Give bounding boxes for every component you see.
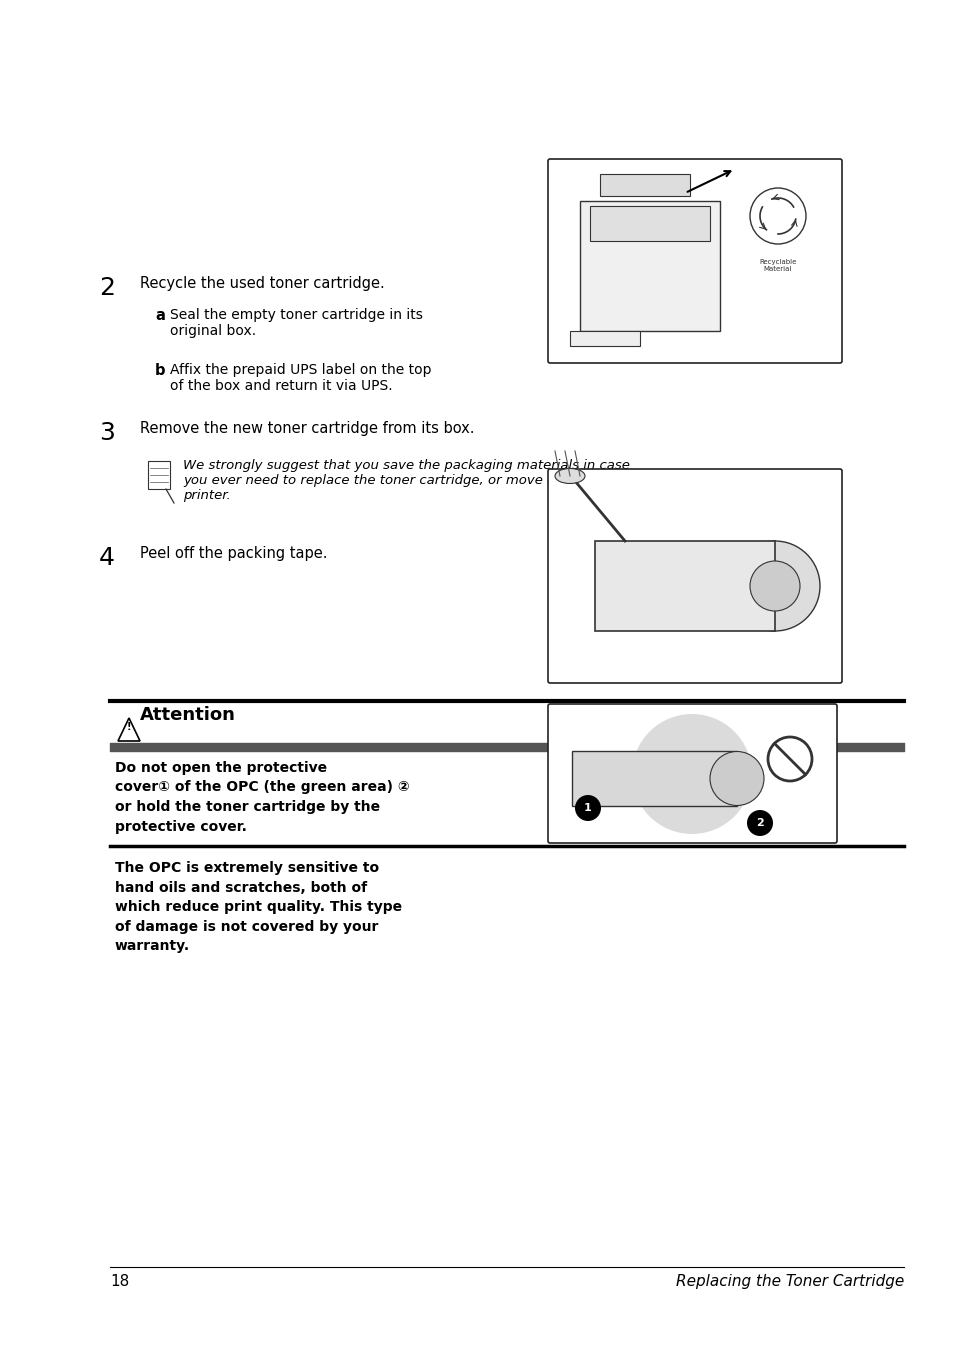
Bar (595, 540, 774, 631)
Text: !: ! (127, 721, 132, 732)
Text: We strongly suggest that you save the packaging materials in case
you ever need : We strongly suggest that you save the pa… (183, 459, 629, 503)
Circle shape (631, 713, 751, 834)
Text: The OPC is extremely sensitive to
hand oils and scratches, both of
which reduce : The OPC is extremely sensitive to hand o… (115, 861, 402, 952)
Text: Remove the new toner cartridge from its box.: Remove the new toner cartridge from its … (140, 422, 474, 436)
Text: Do not open the protective
cover① of the OPC (the green area) ②
or hold the tone: Do not open the protective cover① of the… (115, 761, 409, 834)
Circle shape (575, 794, 600, 821)
Polygon shape (118, 717, 140, 740)
Bar (148, 461, 170, 489)
FancyBboxPatch shape (547, 159, 841, 363)
Text: 4: 4 (99, 546, 115, 570)
Text: Recyclable
Material: Recyclable Material (759, 259, 796, 272)
Bar (579, 201, 720, 331)
Text: 2: 2 (756, 817, 763, 828)
Circle shape (749, 188, 805, 245)
Text: Affix the prepaid UPS label on the top
of the box and return it via UPS.: Affix the prepaid UPS label on the top o… (170, 363, 431, 393)
Circle shape (709, 751, 763, 805)
FancyBboxPatch shape (547, 469, 841, 684)
Text: a: a (155, 308, 165, 323)
Text: 1: 1 (583, 802, 591, 813)
Text: Attention: Attention (140, 707, 235, 724)
Text: Peel off the packing tape.: Peel off the packing tape. (140, 546, 327, 561)
Text: Replacing the Toner Cartridge: Replacing the Toner Cartridge (675, 1274, 903, 1289)
Text: b: b (154, 363, 165, 378)
Text: Recycle the used toner cartridge.: Recycle the used toner cartridge. (140, 276, 384, 290)
Circle shape (767, 738, 811, 781)
Circle shape (746, 811, 772, 836)
Bar (589, 205, 709, 240)
Bar (569, 331, 639, 346)
Text: 3: 3 (99, 422, 115, 444)
Circle shape (729, 540, 820, 631)
FancyBboxPatch shape (547, 704, 836, 843)
Bar (572, 751, 737, 807)
Circle shape (749, 561, 800, 611)
Bar (599, 174, 689, 196)
Text: 2: 2 (99, 276, 115, 300)
Ellipse shape (555, 469, 584, 484)
Text: Seal the empty toner cartridge in its
original box.: Seal the empty toner cartridge in its or… (170, 308, 422, 338)
Text: 18: 18 (110, 1274, 129, 1289)
